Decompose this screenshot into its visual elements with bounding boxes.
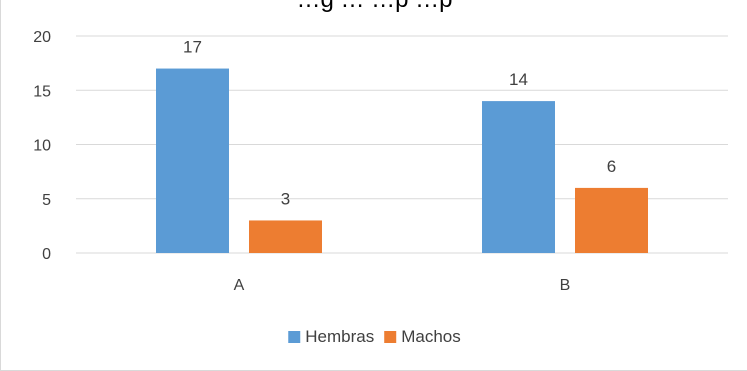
- legend-item: Hembras: [288, 327, 374, 346]
- legend-swatch: [384, 331, 397, 343]
- data-label: 3: [281, 189, 290, 208]
- x-tick-label: A: [234, 277, 245, 294]
- chart-title-fragment: …g … …p …p: [1, 0, 747, 14]
- bars: [156, 68, 648, 253]
- data-label: 17: [183, 38, 202, 57]
- legend-swatch: [288, 331, 301, 343]
- data-label: 14: [509, 70, 528, 89]
- bar-hembras-b: [482, 101, 555, 253]
- legend-label: Machos: [401, 327, 461, 346]
- y-tick-label: 15: [33, 83, 51, 100]
- legend-label: Hembras: [305, 327, 374, 346]
- y-tick-label: 20: [33, 29, 51, 46]
- y-tick-label: 0: [42, 246, 51, 263]
- bar-machos-a: [249, 220, 322, 253]
- y-tick-label: 5: [42, 192, 51, 209]
- data-label: 6: [607, 157, 616, 176]
- data-labels: 17 3 14 6: [183, 38, 616, 209]
- bar-hembras-a: [156, 68, 229, 253]
- y-axis-ticks: 0 5 10 15 20: [33, 29, 51, 263]
- legend: Hembras Machos: [288, 327, 461, 346]
- bar-machos-b: [575, 187, 648, 253]
- x-tick-label: B: [560, 277, 571, 294]
- legend-item: Machos: [384, 327, 461, 346]
- y-tick-label: 10: [33, 138, 51, 155]
